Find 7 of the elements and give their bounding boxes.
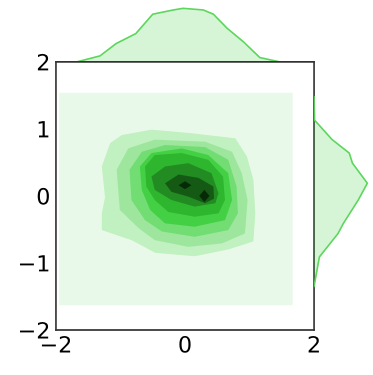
x-tick-label: 2 xyxy=(308,336,319,352)
y-tick-label: 0 xyxy=(38,188,49,205)
y-tick-label: −2 xyxy=(20,322,48,338)
y-tick-label: 2 xyxy=(38,54,48,70)
y-tick-label: −1 xyxy=(20,255,48,272)
y-tick-label: 1 xyxy=(38,121,48,138)
x-tick-label: 0 xyxy=(179,336,191,353)
